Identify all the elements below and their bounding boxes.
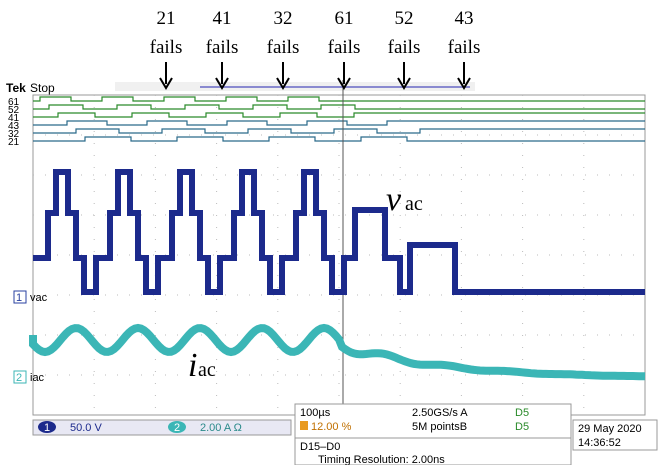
fail-count: 32: [274, 8, 293, 29]
digital-channel-label: 21: [8, 137, 20, 148]
fail-label: fails: [328, 37, 361, 58]
fail-label: fails: [448, 37, 481, 58]
brand: Tek: [6, 81, 26, 95]
fail-label: fails: [267, 37, 300, 58]
fail-count: 52: [395, 8, 414, 29]
page: Tek Stop 615241433221 1 vac 2 iac v ac i…: [0, 0, 661, 465]
ch2-badge-text: 2: [174, 422, 180, 434]
trigger-pos: 12.00 %: [311, 421, 352, 433]
trigger-source-1: D5: [515, 407, 529, 419]
ch1-badge-text: 1: [44, 422, 50, 434]
date: 29 May 2020: [578, 423, 642, 435]
fail-count: 41: [213, 8, 232, 29]
ch1-scale: 50.0 V: [70, 422, 102, 434]
fail-label: fails: [206, 37, 239, 58]
trigger-source-2: D5: [515, 421, 529, 433]
vac-overlay: v: [386, 181, 402, 218]
ch2-scale: 2.00 A Ω: [200, 422, 242, 434]
time: 14:36:52: [578, 437, 621, 449]
bus: D15–D0: [300, 441, 340, 453]
annotations: 21 fails 41 fails 32 fails 61 fails 52 fails 43 fai…: [150, 8, 481, 88]
run-status: Stop: [30, 81, 55, 95]
fail-count: 21: [157, 8, 176, 29]
fail-count: 43: [455, 8, 474, 29]
timing-resolution: Timing Resolution: 2.00ns: [318, 454, 445, 465]
fail-count: 61: [335, 8, 354, 29]
vac-label: vac: [30, 292, 48, 304]
iac-overlay: i: [188, 347, 197, 384]
timebase: 100µs: [300, 407, 331, 419]
trigger-icon: [300, 421, 308, 430]
fail-label: fails: [150, 37, 183, 58]
ch2-marker-label: 2: [16, 372, 22, 384]
iac-label: iac: [30, 372, 45, 384]
sample-rate: 2.50GS/s A: [412, 407, 468, 419]
ch1-marker-label: 1: [16, 292, 22, 304]
record-length: 5M pointsB: [412, 421, 467, 433]
iac-overlay-sub: ac: [198, 359, 216, 381]
fail-label: fails: [388, 37, 421, 58]
vac-overlay-sub: ac: [405, 193, 423, 215]
